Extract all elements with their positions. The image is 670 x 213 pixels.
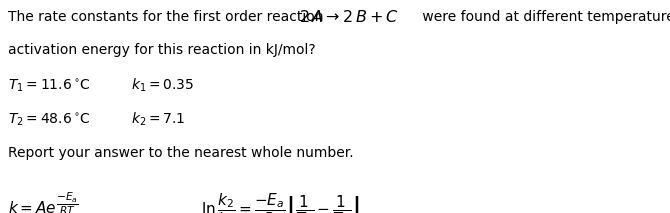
Text: Report your answer to the nearest whole number.: Report your answer to the nearest whole … bbox=[8, 146, 354, 160]
Text: $T_1 = 11.6\,^{\circ}\mathrm{C}$: $T_1 = 11.6\,^{\circ}\mathrm{C}$ bbox=[8, 77, 91, 94]
Text: were found at different temperatures (below). What is the: were found at different temperatures (be… bbox=[418, 10, 670, 24]
Text: The rate constants for the first order reaction: The rate constants for the first order r… bbox=[8, 10, 328, 24]
Text: activation energy for this reaction in kJ/mol?: activation energy for this reaction in k… bbox=[8, 43, 316, 57]
Text: $k = Ae^{\dfrac{-E_a}{RT}}$: $k = Ae^{\dfrac{-E_a}{RT}}$ bbox=[8, 192, 78, 213]
Text: $2\,A \rightarrow 2\,B + C$: $2\,A \rightarrow 2\,B + C$ bbox=[299, 9, 399, 24]
Text: $\ln\dfrac{k_2}{k_1} = \dfrac{-E_a}{R}\left|\dfrac{1}{T_2} - \dfrac{1}{T_1}\righ: $\ln\dfrac{k_2}{k_1} = \dfrac{-E_a}{R}\l… bbox=[201, 192, 359, 213]
Text: $T_2 = 48.6\,^{\circ}\mathrm{C}$: $T_2 = 48.6\,^{\circ}\mathrm{C}$ bbox=[8, 111, 91, 128]
Text: $k_1 = 0.35$: $k_1 = 0.35$ bbox=[131, 77, 194, 94]
Text: $k_2 = 7.1$: $k_2 = 7.1$ bbox=[131, 111, 185, 128]
